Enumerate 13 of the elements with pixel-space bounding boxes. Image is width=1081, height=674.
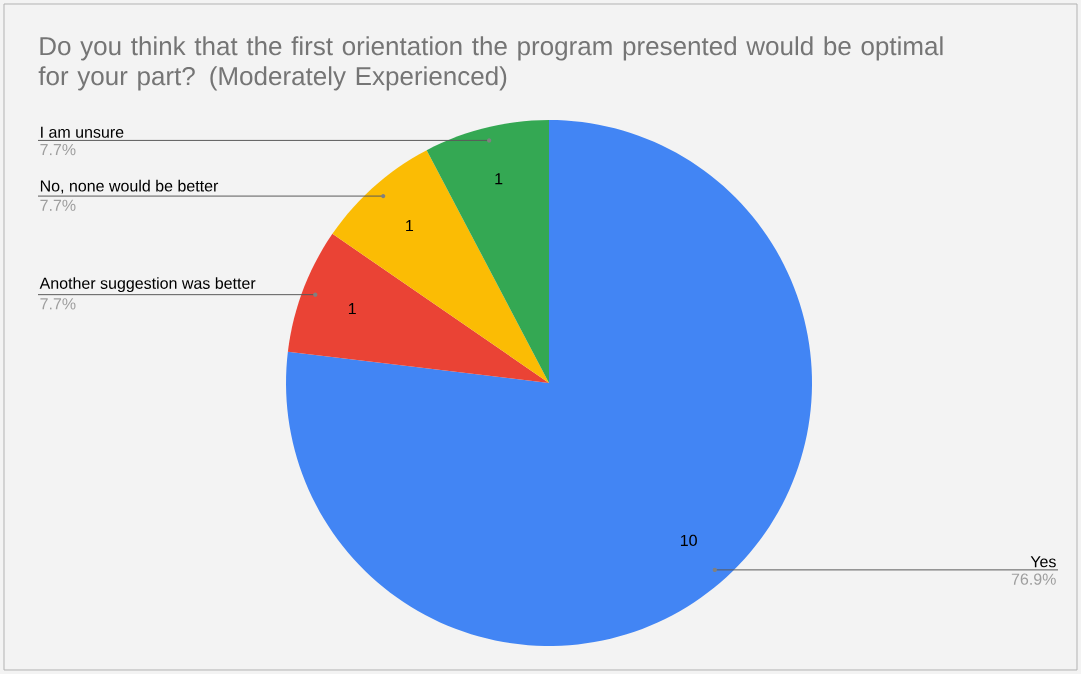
chart-title: Do you think that the first orientation the program presented would be optimal for your part? (Moderately Experienced) — [38, 36, 943, 91]
text: 1 — [348, 303, 356, 315]
text: 10 — [680, 534, 697, 547]
slice-label: I am unsure — [41, 126, 124, 138]
slice-label: Another suggestion was better — [39, 277, 256, 293]
data-label: 7.7% — [40, 298, 76, 310]
slice-label: Yes — [1030, 556, 1056, 568]
text: 1 — [495, 173, 503, 185]
data-label: 7.7% — [40, 144, 76, 156]
data-label: 7.7% — [40, 199, 76, 211]
text: 1 — [406, 220, 414, 232]
slice-label: No, none would be better — [40, 179, 219, 194]
data-label: 76.9% — [1011, 573, 1056, 585]
